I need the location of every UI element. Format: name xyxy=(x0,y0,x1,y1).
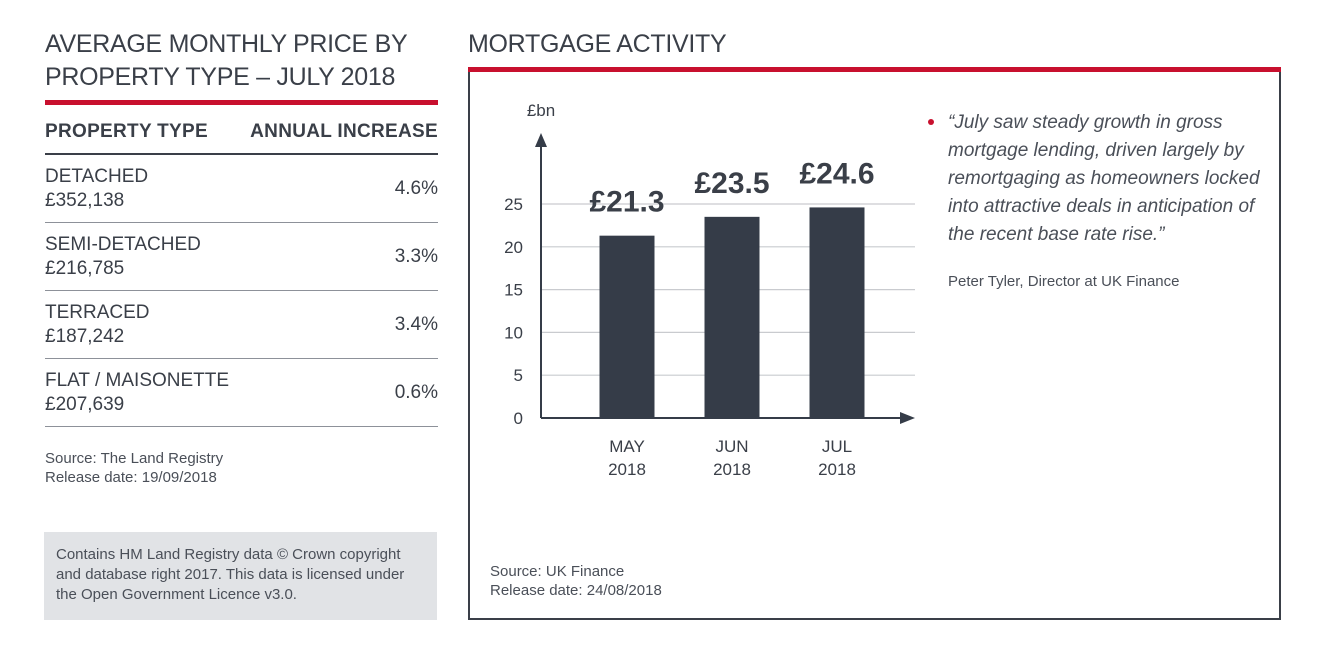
property-price-title-line2: PROPERTY TYPE – JULY 2018 xyxy=(45,63,396,91)
x-tick-label-year: 2018 xyxy=(713,460,751,479)
property-type-name: TERRACED xyxy=(45,301,150,323)
release-date-text: Release date: 24/08/2018 xyxy=(490,582,662,599)
source-text: Source: The Land Registry xyxy=(45,450,224,467)
annual-increase: 0.6% xyxy=(394,381,438,403)
column-header-annual-increase: ANNUAL INCREASE xyxy=(250,121,438,142)
source-text: Source: UK Finance xyxy=(490,563,625,580)
title-underline xyxy=(45,100,438,105)
x-tick-label: MAY xyxy=(609,437,645,456)
bar xyxy=(704,216,760,418)
quote-text: “July saw steady growth in gross mortgag… xyxy=(948,112,1260,245)
property-type-name: SEMI-DETACHED xyxy=(45,233,201,255)
x-tick-label-year: 2018 xyxy=(608,460,646,479)
property-type-name: FLAT / MAISONETTE xyxy=(45,369,230,391)
bar xyxy=(809,207,865,418)
release-date-text: Release date: 19/09/2018 xyxy=(45,469,217,486)
column-header-property-type: PROPERTY TYPE xyxy=(45,121,208,142)
property-price-panel: AVERAGE MONTHLY PRICE BY PROPERTY TYPE –… xyxy=(45,28,438,487)
title-underline xyxy=(468,67,1281,72)
bar-value-label: £24.6 xyxy=(799,157,874,190)
y-tick-label: 10 xyxy=(504,323,523,342)
annual-increase: 3.4% xyxy=(394,313,438,335)
quote-attribution: Peter Tyler, Director at UK Finance xyxy=(948,273,1180,290)
property-type-name: DETACHED xyxy=(45,165,149,187)
x-tick-label-year: 2018 xyxy=(818,460,856,479)
property-price: £187,242 xyxy=(45,325,125,347)
table-row: DETACHED £352,138 4.6% xyxy=(45,155,438,223)
bar xyxy=(599,235,655,418)
x-tick-label: JUN xyxy=(715,437,748,456)
annual-increase: 3.3% xyxy=(394,245,438,267)
bar-value-label: £23.5 xyxy=(694,167,769,200)
y-tick-label: 0 xyxy=(514,409,523,428)
y-tick-label: 15 xyxy=(504,281,523,300)
annual-increase: 4.6% xyxy=(394,177,438,199)
table-header: PROPERTY TYPE ANNUAL INCREASE xyxy=(45,105,438,155)
property-price: £352,138 xyxy=(45,189,125,211)
mortgage-bar-chart: 0 5 10 15 20 25 £21.3 MAY 2018 £23.5 JUN 2018 £24.6 J… xyxy=(504,101,915,479)
property-price-title-line1: AVERAGE MONTHLY PRICE BY xyxy=(45,30,408,58)
mortgage-activity-panel: 0 5 10 15 20 25 £21.3 MAY 2018 £23.5 JUN 2018 £24.6 J… xyxy=(468,67,1281,620)
land-registry-source: Source: The Land Registry Release date: … xyxy=(45,449,438,487)
uk-finance-source: Source: UK Finance Release date: 24/08/2… xyxy=(490,562,662,600)
mortgage-activity-title: MORTGAGE ACTIVITY xyxy=(468,30,727,58)
y-axis-label: £bn xyxy=(527,101,555,120)
table-row: FLAT / MAISONETTE £207,639 0.6% xyxy=(45,359,438,427)
table-row: TERRACED £187,242 3.4% xyxy=(45,291,438,359)
property-price: £207,639 xyxy=(45,393,125,415)
y-axis-arrow-icon xyxy=(535,133,547,147)
y-tick-label: 20 xyxy=(504,238,523,257)
property-price-title: AVERAGE MONTHLY PRICE BY PROPERTY TYPE –… xyxy=(45,28,438,94)
x-axis-arrow-icon xyxy=(900,412,915,424)
y-tick-label: 25 xyxy=(504,195,523,214)
quote-bullet-icon xyxy=(928,119,934,125)
property-price: £216,785 xyxy=(45,257,125,279)
x-tick-label: JUL xyxy=(822,437,852,456)
quote-block: “July saw steady growth in gross mortgag… xyxy=(928,109,1268,290)
bar-value-label: £21.3 xyxy=(589,186,664,219)
table-row: SEMI-DETACHED £216,785 3.3% xyxy=(45,223,438,291)
licence-note: Contains HM Land Registry data © Crown c… xyxy=(44,532,437,620)
y-tick-label: 5 xyxy=(514,366,523,385)
